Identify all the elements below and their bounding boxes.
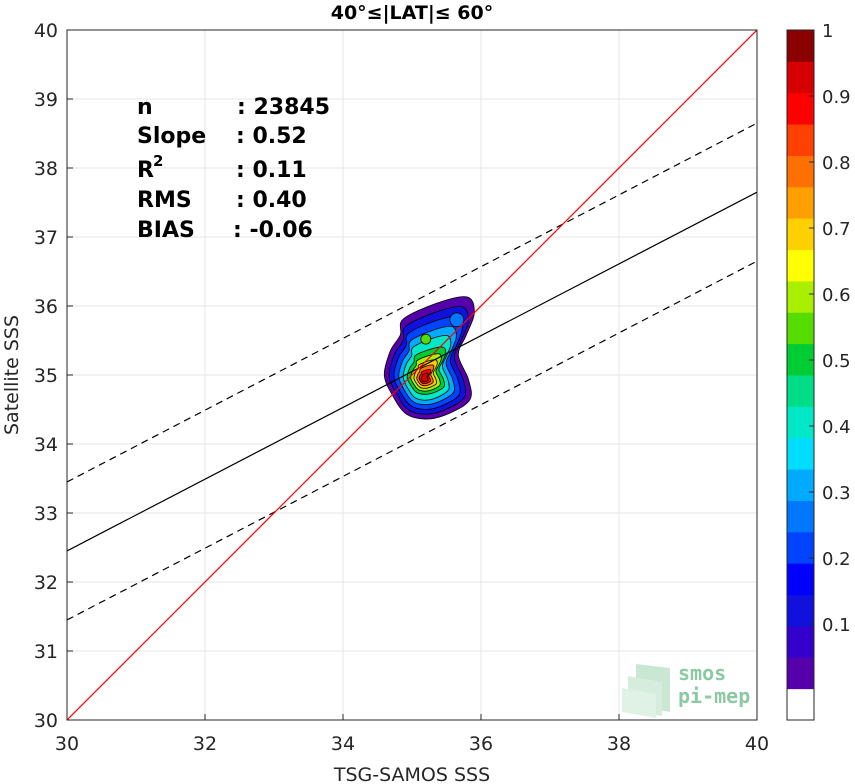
y-tick-label: 38 xyxy=(34,158,58,180)
colorbar-swatch xyxy=(787,92,814,125)
stat-value: : 0.11 xyxy=(236,158,307,183)
stat-value: : 23845 xyxy=(237,95,330,120)
colorbar-swatch xyxy=(787,155,814,188)
colorbar-swatch xyxy=(787,469,814,501)
x-tick-label: 36 xyxy=(469,733,493,755)
colorbar-swatch xyxy=(787,249,814,282)
colorbar-swatch xyxy=(787,375,814,407)
x-tick-label: 34 xyxy=(331,733,355,755)
fit-lines xyxy=(67,30,757,720)
logo-text-smos: smos xyxy=(678,661,726,685)
colorbar-swatch xyxy=(787,124,814,156)
x-tick-label: 40 xyxy=(745,733,769,755)
density-contour xyxy=(420,372,429,383)
colorbar-tick-label: 0.2 xyxy=(822,549,851,570)
x-tick-label: 38 xyxy=(607,733,631,755)
stat-label: R xyxy=(137,158,154,183)
upper-bound-line xyxy=(67,122,757,483)
colorbar-swatch xyxy=(787,406,814,439)
identity-line xyxy=(67,30,757,720)
colorbar-tick-label: 1 xyxy=(822,21,833,42)
colorbar-swatch xyxy=(787,61,814,94)
colorbar-tick-label: 0.5 xyxy=(822,351,851,372)
y-tick-label: 36 xyxy=(34,296,58,318)
y-tick-label: 32 xyxy=(34,572,58,594)
logo-waves-icon xyxy=(622,664,670,718)
colorbar-swatch xyxy=(787,531,814,564)
x-tick-label: 30 xyxy=(55,733,79,755)
colorbar-swatch xyxy=(787,218,814,251)
colorbar-tick-label: 0.1 xyxy=(822,615,851,636)
y-tick-label: 30 xyxy=(34,710,58,732)
stat-label: n xyxy=(137,95,153,120)
stat-value: : -0.06 xyxy=(233,218,313,243)
colorbar-tick-label: 0.7 xyxy=(822,219,851,240)
y-tick-label: 34 xyxy=(34,434,58,456)
y-tick-label: 39 xyxy=(34,89,58,111)
statistics-box: n : 23845 Slope : 0.52 R 2 : 0.11 RMS : 0.40 BIAS… xyxy=(137,95,330,243)
y-tick-label: 33 xyxy=(34,503,58,525)
x-tick-labels: 30 32 34 36 38 40 xyxy=(55,714,769,755)
density-lobe xyxy=(449,312,465,328)
colorbar-tick-label: 0.3 xyxy=(822,483,851,504)
colorbar-swatch xyxy=(787,500,814,533)
stat-value: : 0.52 xyxy=(236,124,307,149)
colorbar-swatch xyxy=(787,657,814,690)
colorbar-swatch xyxy=(787,312,814,345)
colorbar-swatch xyxy=(787,280,814,313)
colorbar-frame xyxy=(786,29,815,721)
density-contours xyxy=(383,296,475,420)
colorbar-swatch xyxy=(787,437,814,470)
colorbar-swatch xyxy=(787,594,814,627)
colorbar-tick-label: 0.4 xyxy=(822,417,851,438)
stat-value: : 0.40 xyxy=(236,188,307,213)
colorbar-swatch xyxy=(787,186,814,219)
colorbar-tick-labels: 0.1 0.2 0.3 0.4 0.5 0.6 0.7 0.8 0.9 1 xyxy=(809,21,851,636)
y-tick-labels: 30 31 32 33 34 35 36 37 38 39 40 xyxy=(34,20,73,732)
y-tick-label: 40 xyxy=(34,20,58,42)
stat-label: Slope xyxy=(137,124,206,149)
smos-pimep-logo: smos pi-mep xyxy=(622,661,750,718)
colorbar-tick-label: 0.6 xyxy=(822,285,851,306)
colorbar-tick-label: 0.8 xyxy=(822,153,851,174)
x-axis-label: TSG-SAMOS SSS xyxy=(333,764,490,784)
y-tick-label: 31 xyxy=(34,641,58,663)
colorbar xyxy=(787,30,814,721)
lower-bound-line xyxy=(67,260,757,621)
colorbar-swatch xyxy=(787,625,814,658)
y-axis-label: Satellite SSS xyxy=(1,315,23,435)
density-lobe xyxy=(420,333,432,345)
colorbar-swatch xyxy=(787,563,814,596)
stat-superscript: 2 xyxy=(153,152,163,170)
regression-line xyxy=(67,191,757,552)
y-tick-label: 37 xyxy=(34,227,58,249)
stat-label: RMS xyxy=(137,188,192,213)
colorbar-swatch xyxy=(787,30,814,62)
logo-text-pimep: pi-mep xyxy=(678,684,750,708)
x-tick-label: 32 xyxy=(193,733,217,755)
colorbar-tick-label: 0.9 xyxy=(822,87,851,108)
colorbar-swatch xyxy=(787,688,814,721)
chart-title: 40°≤|LAT|≤ 60° xyxy=(331,2,494,24)
stat-label: BIAS xyxy=(137,218,195,243)
y-tick-label: 35 xyxy=(34,365,58,387)
